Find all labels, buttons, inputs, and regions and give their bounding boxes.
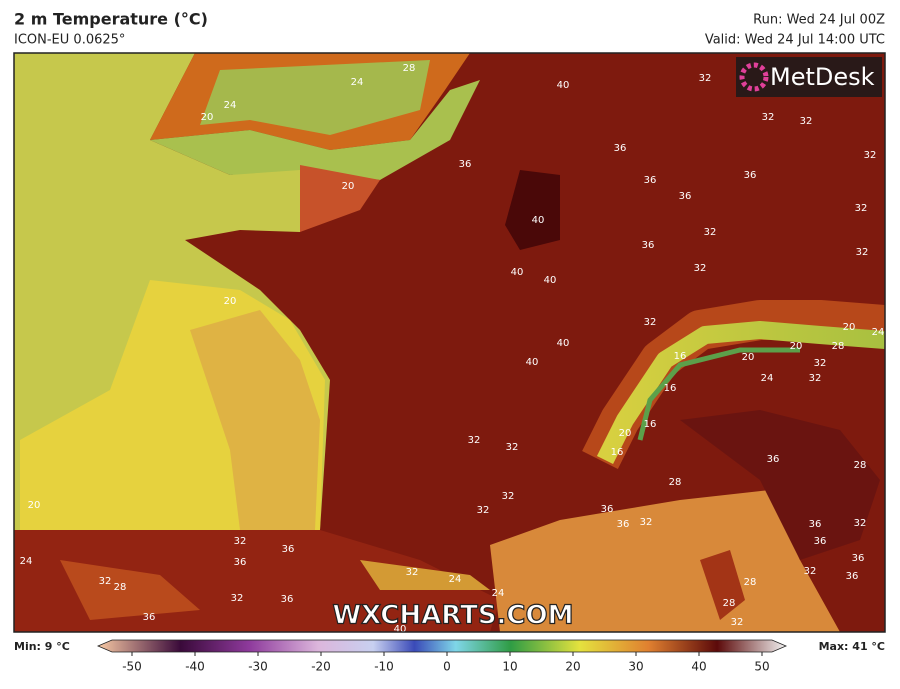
colorbar-tick-label: 20 — [565, 660, 580, 674]
contour-label: 36 — [814, 536, 827, 547]
contour-label: 36 — [143, 612, 156, 623]
contour-label: 36 — [644, 175, 657, 186]
contour-label: 32 — [804, 566, 817, 577]
map-frame — [13, 52, 886, 633]
contour-label: 32 — [864, 150, 877, 161]
contour-label: 36 — [809, 519, 822, 530]
legend-max: Max: 41 °C — [819, 640, 885, 653]
contour-label: 40 — [526, 357, 539, 368]
colorbar-tick-label: -50 — [122, 660, 142, 674]
contour-label: 28 — [744, 577, 757, 588]
contour-label: 20 — [619, 428, 632, 439]
contour-label: 36 — [642, 240, 655, 251]
contour-label: 28 — [723, 598, 736, 609]
contour-label: 32 — [809, 373, 822, 384]
contour-label: 32 — [234, 536, 247, 547]
contour-label: 32 — [699, 73, 712, 84]
contour-label: 32 — [762, 112, 775, 123]
contour-label: 36 — [852, 553, 865, 564]
contour-label: 36 — [617, 519, 630, 530]
contour-label: 24 — [224, 100, 237, 111]
subtitle: ICON-EU 0.0625° — [14, 33, 125, 48]
contour-label: 32 — [640, 517, 653, 528]
contour-label: 32 — [506, 442, 519, 453]
contour-label: 28 — [832, 341, 845, 352]
contour-label: 20 — [742, 352, 755, 363]
contour-label: 28 — [403, 63, 416, 74]
contour-label: 32 — [406, 567, 419, 578]
contour-label: 32 — [644, 317, 657, 328]
contour-label: 40 — [557, 80, 570, 91]
contour-label: 20 — [224, 296, 237, 307]
colorbar-tick-label: 40 — [691, 660, 706, 674]
contour-label: 32 — [468, 435, 481, 446]
contour-label: 40 — [544, 275, 557, 286]
contour-label: 36 — [679, 191, 692, 202]
colorbar-tick-label: -20 — [311, 660, 331, 674]
contour-label: 36 — [767, 454, 780, 465]
contour-label: 16 — [674, 351, 687, 362]
contour-label: 36 — [601, 504, 614, 515]
title: 2 m Temperature (°C) — [14, 10, 208, 29]
contour-label: 32 — [854, 518, 867, 529]
contour-label: 16 — [664, 383, 677, 394]
contour-label: 24 — [761, 373, 774, 384]
contour-label: 24 — [351, 77, 364, 88]
colorbar-tick-label: -40 — [185, 660, 205, 674]
contour-label: 36 — [282, 544, 295, 555]
contour-label: 40 — [557, 338, 570, 349]
contour-label: 20 — [342, 181, 355, 192]
contour-label: 36 — [614, 143, 627, 154]
contour-label: 32 — [99, 576, 112, 587]
contour-label: 32 — [477, 505, 490, 516]
colorbar-tick-label: 10 — [502, 660, 517, 674]
contour-label: 32 — [800, 116, 813, 127]
run-time: Run: Wed 24 Jul 00Z — [753, 13, 885, 28]
contour-label: 16 — [611, 447, 624, 458]
contour-label: 40 — [532, 215, 545, 226]
colorbar-tick-label: -10 — [374, 660, 394, 674]
watermark: WXCHARTS.COM — [332, 601, 573, 631]
colorbar — [96, 639, 788, 653]
valid-time: Valid: Wed 24 Jul 14:00 UTC — [705, 33, 885, 48]
contour-label: 16 — [644, 419, 657, 430]
contour-label: 28 — [854, 460, 867, 471]
contour-label: 20 — [28, 500, 41, 511]
contour-label: 32 — [856, 247, 869, 258]
contour-label: 28 — [669, 477, 682, 488]
contour-label: 24 — [492, 588, 505, 599]
contour-label: 40 — [511, 267, 524, 278]
contour-label: 24 — [20, 556, 33, 567]
contour-label: 36 — [846, 571, 859, 582]
logo: MetDesk — [770, 63, 875, 91]
contour-label: 28 — [114, 582, 127, 593]
contour-label: 32 — [704, 227, 717, 238]
contour-label: 32 — [231, 593, 244, 604]
contour-label: 40 — [394, 624, 407, 635]
colorbar-ticks: -50 -40 -30 -20 -10 0 10 20 30 40 50 — [122, 652, 770, 674]
contour-label: 36 — [234, 557, 247, 568]
contour-label: 32 — [502, 491, 515, 502]
contour-label: 32 — [855, 203, 868, 214]
contour-label: 20 — [201, 112, 214, 123]
colorbar-tick-label: 50 — [754, 660, 769, 674]
contour-label: 20 — [843, 322, 856, 333]
colorbar-tick-label: -30 — [248, 660, 268, 674]
legend-min: Min: 9 °C — [14, 640, 70, 653]
contour-label: 36 — [459, 159, 472, 170]
colorbar-tick-label: 30 — [628, 660, 643, 674]
colorbar-tick-label: 0 — [443, 660, 451, 674]
contour-label: 20 — [790, 341, 803, 352]
contour-label: 32 — [731, 617, 744, 628]
contour-label: 32 — [814, 358, 827, 369]
contour-label: 24 — [449, 574, 462, 585]
contour-label: 36 — [281, 594, 294, 605]
contour-label: 36 — [744, 170, 757, 181]
contour-label: 32 — [694, 263, 707, 274]
contour-label: 24 — [872, 327, 885, 338]
